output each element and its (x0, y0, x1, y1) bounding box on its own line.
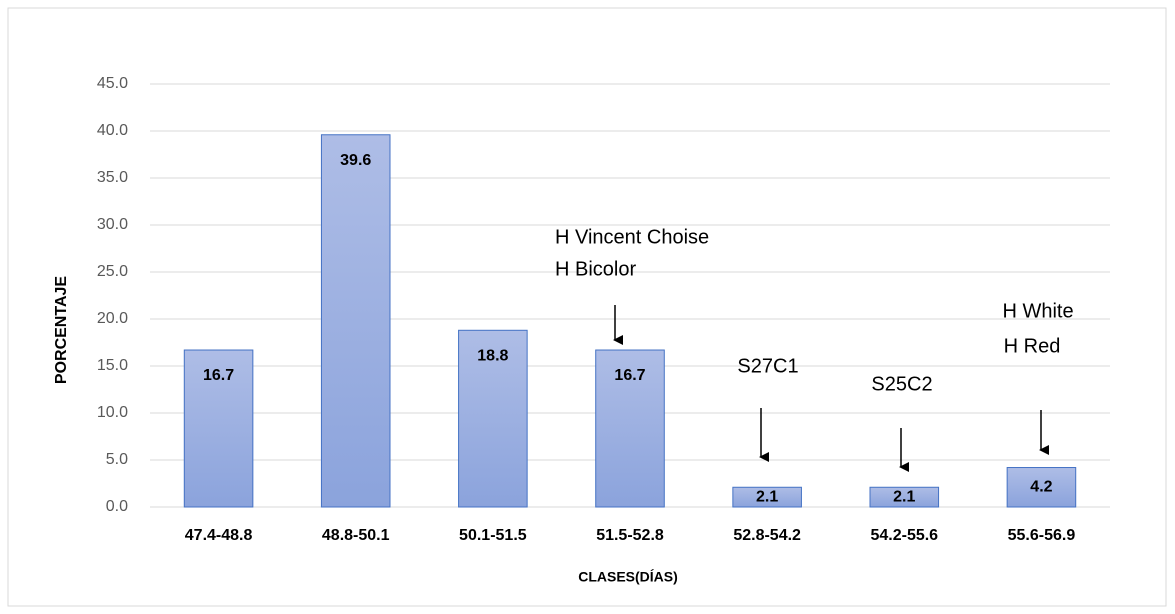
x-tick-label: 55.6-56.9 (1008, 527, 1076, 544)
x-tick-label: 54.2-55.6 (870, 527, 938, 544)
bar (458, 329, 528, 508)
y-tick-label: 5.0 (106, 451, 128, 468)
y-tick-label: 40.0 (97, 122, 128, 139)
data-label: 16.7 (614, 367, 645, 384)
y-tick-label: 0.0 (106, 498, 128, 515)
x-axis-label: CLASES(DÍAS) (578, 569, 678, 585)
data-label: 18.8 (477, 347, 508, 364)
bar (595, 349, 665, 508)
bar (732, 486, 802, 508)
data-label: 16.7 (203, 367, 234, 384)
bar (869, 486, 940, 508)
chart-border (7, 7, 1167, 607)
y-tick-label: 25.0 (97, 263, 128, 280)
annotation: H Vincent Choise (555, 226, 709, 248)
y-axis-label: PORCENTAJE (53, 276, 70, 384)
data-label: 2.1 (756, 488, 778, 505)
bar (183, 349, 254, 508)
annotation: H White (1002, 300, 1073, 322)
y-tick-label: 35.0 (97, 169, 128, 186)
data-label: 4.2 (1030, 478, 1052, 495)
annotation: H Bicolor (555, 258, 636, 280)
data-label: 39.6 (340, 152, 371, 169)
data-label: 2.1 (893, 488, 915, 505)
bar (320, 134, 391, 508)
annotation: S27C1 (737, 355, 798, 377)
annotation: S25C2 (871, 373, 932, 395)
x-tick-label: 48.8-50.1 (322, 527, 390, 544)
y-tick-label: 20.0 (97, 310, 128, 327)
annotation: H Red (1004, 335, 1061, 357)
y-tick-label: 30.0 (97, 216, 128, 233)
x-tick-label: 51.5-52.8 (596, 527, 664, 544)
y-tick-label: 15.0 (97, 357, 128, 374)
x-tick-label: 47.4-48.8 (185, 527, 253, 544)
bar (1006, 467, 1077, 508)
x-tick-label: 50.1-51.5 (459, 527, 527, 544)
y-tick-label: 10.0 (97, 404, 128, 421)
y-tick-label: 45.0 (97, 75, 128, 92)
x-tick-label: 52.8-54.2 (733, 527, 801, 544)
